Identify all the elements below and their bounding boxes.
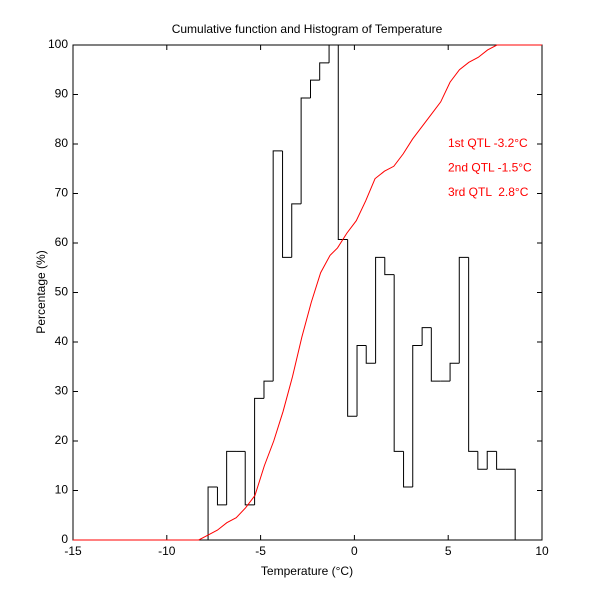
x-tick-label: 10	[535, 544, 549, 558]
histogram-bin	[282, 150, 292, 258]
histogram-bin	[300, 97, 311, 204]
annotation: 1st QTL -3.2°C	[448, 136, 528, 150]
x-tick-label: -15	[64, 544, 82, 558]
y-tick-label: 100	[48, 37, 68, 51]
y-tick-label: 50	[55, 285, 69, 299]
histogram-bin	[458, 256, 469, 364]
chart-title: Cumulative function and Histogram of Tem…	[172, 22, 443, 36]
x-tick-label: 5	[445, 544, 452, 558]
histogram-bin	[403, 451, 413, 488]
x-axis-label: Temperature (°C)	[261, 564, 353, 578]
histogram-bin	[468, 257, 478, 452]
y-tick-label: 30	[55, 384, 69, 398]
histogram-bin	[291, 203, 302, 258]
y-tick-label: 0	[61, 532, 68, 546]
y-tick-label: 10	[55, 483, 69, 497]
histogram-bin	[319, 62, 330, 81]
histogram-bin	[384, 257, 395, 276]
x-tick-label: -5	[255, 544, 266, 558]
y-tick-label: 40	[55, 334, 69, 348]
histogram-bin	[430, 327, 441, 382]
histogram-bin	[272, 150, 283, 382]
histogram-bin	[496, 451, 506, 470]
x-tick-label: -10	[158, 544, 176, 558]
histogram-bin	[216, 487, 227, 506]
plot-frame	[72, 44, 543, 541]
histogram-bin	[337, 45, 348, 241]
histogram-bin	[310, 79, 320, 98]
y-tick-label: 80	[55, 136, 69, 150]
histogram-bin	[347, 239, 358, 417]
histogram-bin	[254, 397, 264, 505]
x-tick-label: 0	[351, 544, 358, 558]
histogram-bin	[226, 450, 237, 505]
histogram-bin	[393, 274, 404, 452]
histogram-bin	[477, 451, 488, 470]
y-tick-label: 20	[55, 433, 69, 447]
y-tick-label: 90	[55, 87, 69, 101]
annotation: 2nd QTL -1.5°C	[448, 161, 532, 175]
histogram-bin	[244, 451, 255, 506]
histogram-bin	[375, 256, 385, 364]
histogram-bin	[328, 44, 339, 63]
histogram-bin	[505, 468, 516, 540]
cumulative-line	[73, 44, 542, 541]
y-tick-label: 60	[55, 235, 69, 249]
histogram-bin	[263, 380, 274, 399]
histogram-bin	[207, 486, 218, 540]
annotation: 3rd QTL 2.8°C	[448, 185, 529, 199]
y-axis-label: Percentage (%)	[34, 250, 48, 333]
y-tick-label: 70	[55, 186, 69, 200]
histogram-bin	[412, 344, 423, 488]
histogram-bin	[356, 344, 367, 417]
histogram-bin	[365, 345, 376, 364]
histogram-bin	[486, 450, 497, 470]
histogram-bin	[449, 362, 460, 382]
histogram-bin	[421, 327, 432, 346]
